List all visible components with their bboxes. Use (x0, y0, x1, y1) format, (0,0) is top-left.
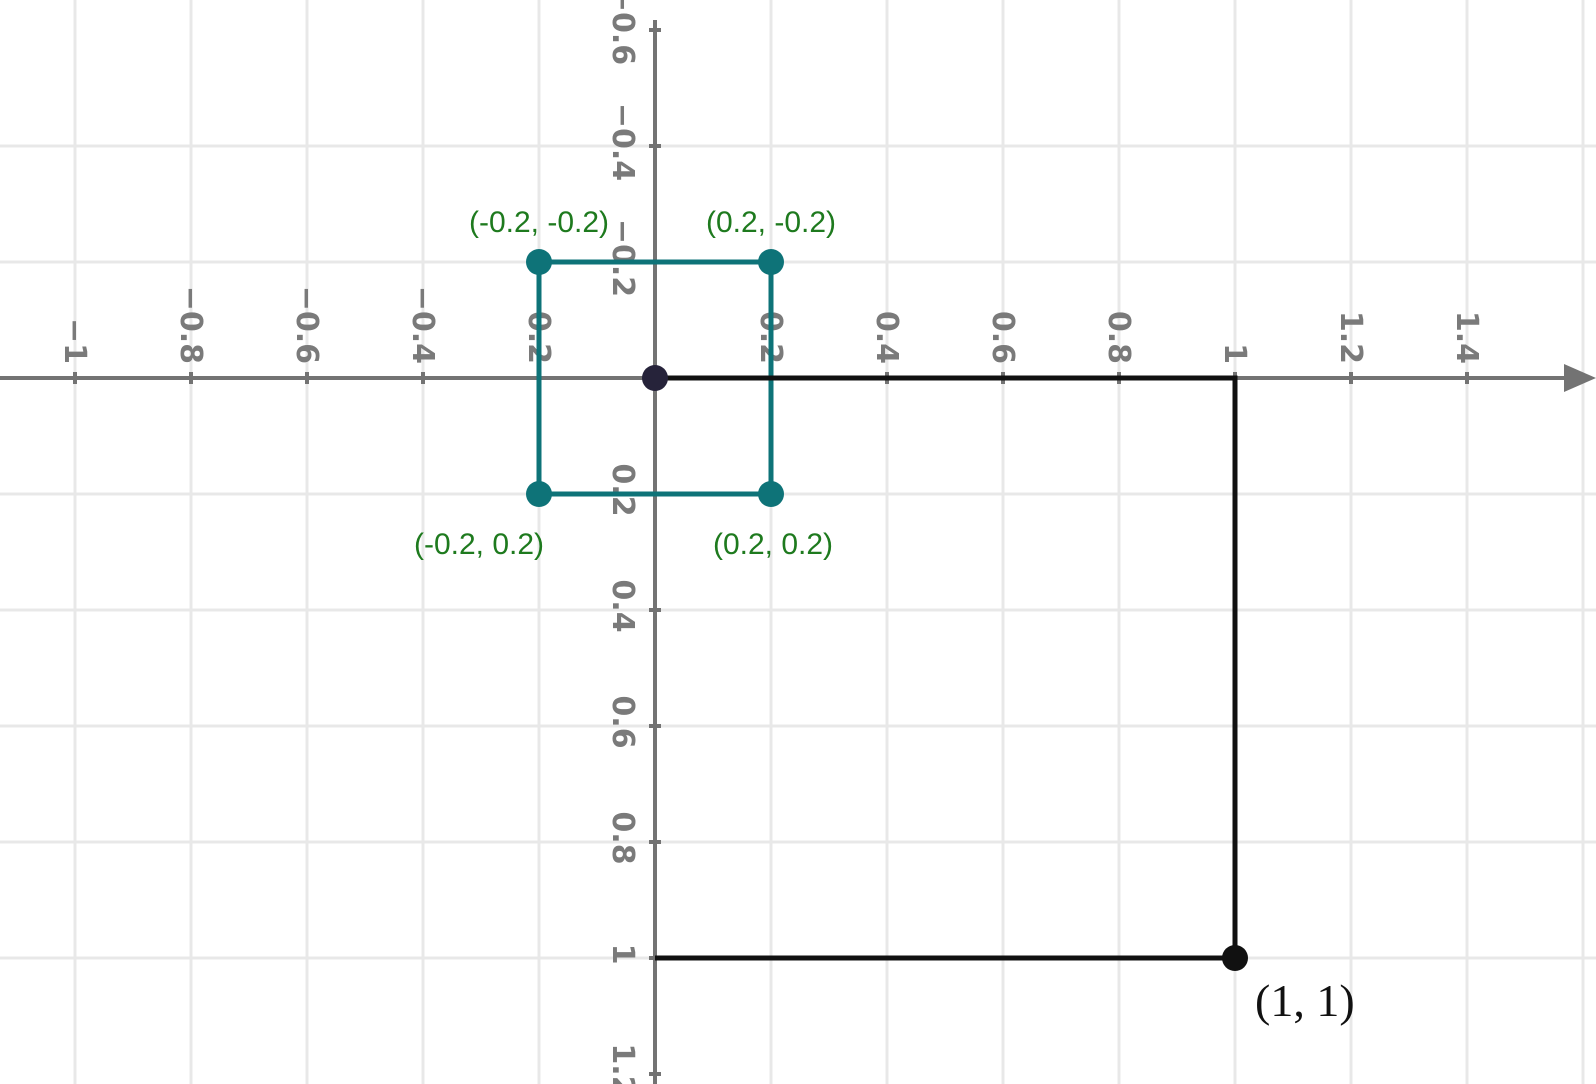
data-point (526, 249, 552, 275)
data-point (1222, 945, 1248, 971)
point-label: (0.2, -0.2) (706, 206, 836, 239)
x-tick-label: −0.6 (289, 286, 324, 364)
y-tick-label: −0.4 (605, 103, 640, 181)
x-tick-label: −1 (57, 318, 92, 364)
x-tick-label: 1.4 (1449, 311, 1484, 364)
y-tick-label: −0.2 (605, 219, 640, 297)
point-label: (-0.2, -0.2) (469, 206, 609, 239)
x-axis-arrow (1564, 364, 1596, 392)
point-labels: (-0.2, -0.2) (0.2, -0.2) (0.2, 0.2) (-0.2, … (414, 206, 1355, 1026)
x-tick-label: 1.2 (1333, 311, 1368, 364)
data-point (758, 249, 784, 275)
point-label: (0.2, 0.2) (713, 528, 833, 561)
x-tick-label: −0.4 (405, 286, 440, 364)
data-point (526, 481, 552, 507)
series-path (655, 375, 1238, 961)
x-tick-label: 0.4 (869, 311, 904, 364)
y-tick-label: 0.2 (605, 463, 640, 516)
x-tick-label: 0.6 (985, 311, 1020, 364)
point-label: (-0.2, 0.2) (414, 528, 544, 561)
y-tick-label: 0.8 (605, 811, 640, 864)
y-tick-label: 0.6 (605, 695, 640, 748)
x-tick-label: −0.8 (173, 286, 208, 364)
y-tick-label: 1 (605, 944, 640, 965)
shapes (526, 249, 1248, 971)
data-point (642, 365, 668, 391)
y-tick-label: 1.2 (605, 1043, 640, 1084)
x-tick-label: 0.8 (1101, 311, 1136, 364)
point-label: (1, 1) (1255, 975, 1355, 1026)
y-tick-label: 0.4 (605, 579, 640, 632)
x-tick-label: 1 (1217, 343, 1252, 364)
data-point (758, 481, 784, 507)
y-tick-label: −0.6 (605, 0, 640, 65)
